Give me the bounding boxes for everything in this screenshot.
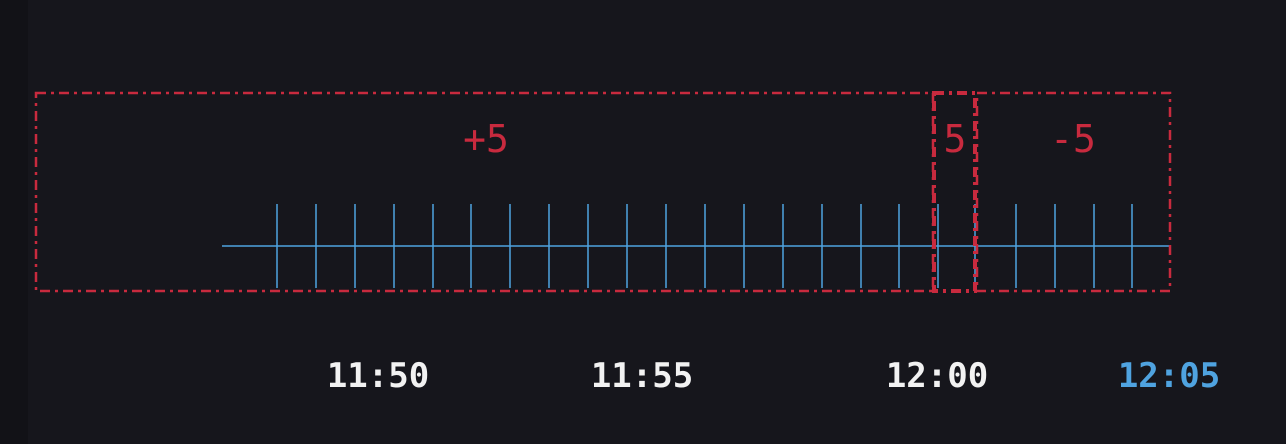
region-label-minus5: -5 — [1050, 117, 1096, 161]
region-box-plus5 — [34, 91, 935, 293]
time-label-1150: 11:50 — [327, 356, 429, 396]
timeline-axis — [222, 204, 1170, 288]
region-label-5: 5 — [944, 117, 967, 161]
region-label-plus5: +5 — [463, 117, 509, 161]
time-label-group: 11:50 11:55 12:00 12:05 — [327, 356, 1220, 396]
region-box-5 — [932, 91, 977, 293]
region-group: +5 5 -5 — [34, 91, 1172, 293]
time-label-1155: 11:55 — [591, 356, 693, 396]
time-label-1200: 12:00 — [886, 356, 988, 396]
region-box-minus5 — [975, 91, 1172, 293]
left-edge-strip — [0, 0, 28, 444]
time-label-1205: 12:05 — [1118, 356, 1220, 396]
